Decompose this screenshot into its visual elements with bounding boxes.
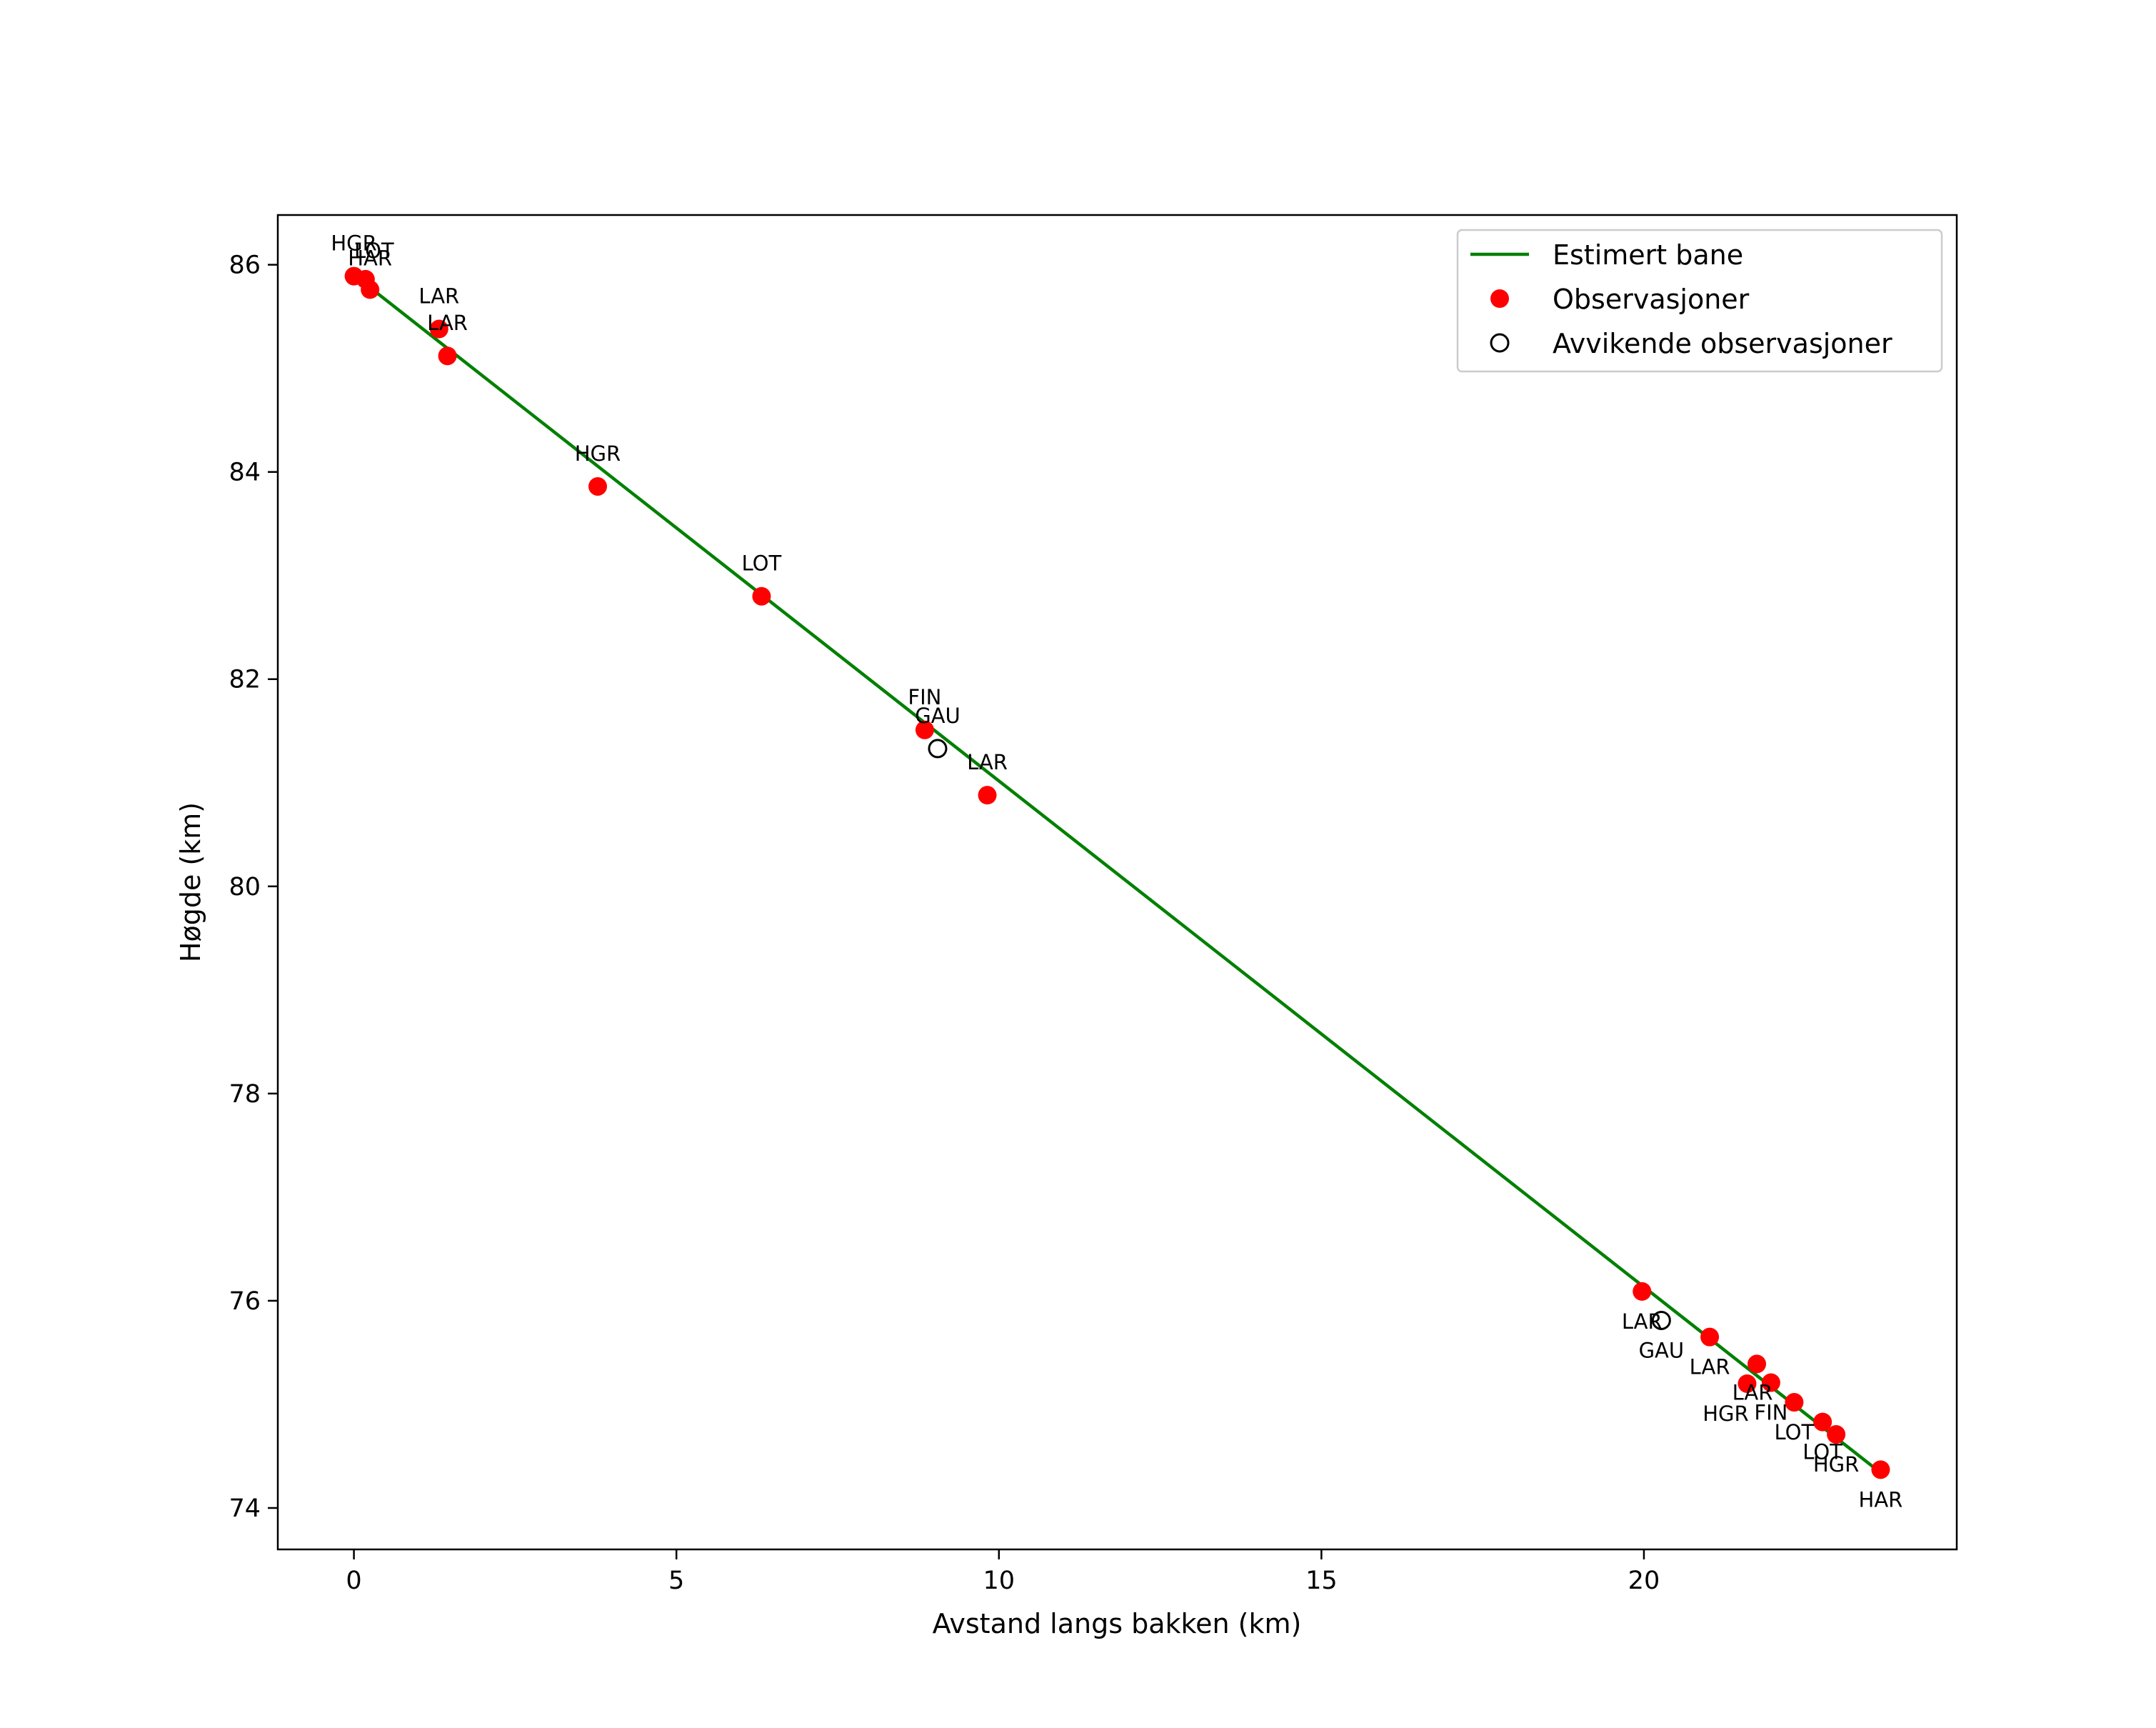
point-label: FIN <box>908 685 941 709</box>
observation-point <box>752 586 771 606</box>
x-tick-label: 15 <box>1305 1567 1338 1595</box>
y-tick-label: 84 <box>229 459 261 487</box>
observation-point <box>1827 1425 1846 1444</box>
legend: Estimert bane Observasjoner Avvikende ob… <box>1456 229 1943 373</box>
point-label: HGR <box>1703 1402 1748 1426</box>
point-label: LAR <box>1622 1309 1663 1334</box>
axes-frame <box>276 214 1958 1551</box>
y-tick-label: 74 <box>229 1494 261 1523</box>
observation-point <box>588 476 607 496</box>
observation-point <box>429 319 448 339</box>
point-label: LAR <box>427 311 468 335</box>
axis-ticks: 0 5 10 15 20 74 76 78 80 82 84 86 <box>229 251 1660 1595</box>
point-label: HAR <box>348 246 392 270</box>
legend-label-outliers: Avvikende observasjoner <box>1553 328 1892 359</box>
observation-point <box>1700 1327 1720 1347</box>
point-label: FIN <box>1754 1401 1788 1425</box>
observation-point <box>361 280 380 299</box>
legend-outlier-swatch <box>1490 333 1510 353</box>
point-label: HAR <box>1859 1487 1903 1512</box>
observation-point <box>1748 1354 1767 1374</box>
legend-label-line: Estimert bane <box>1553 239 1743 271</box>
point-label: LAR <box>967 750 1008 774</box>
y-tick-label: 78 <box>229 1080 261 1109</box>
point-label: HGR <box>1813 1452 1859 1477</box>
x-tick-label: 0 <box>346 1567 361 1595</box>
x-axis-label: Avstand langs bakken (km) <box>933 1608 1302 1639</box>
point-label: LOT <box>354 239 394 263</box>
x-tick-label: 10 <box>983 1567 1015 1595</box>
legend-label-observations: Observasjoner <box>1553 284 1750 315</box>
point-label: LOT <box>742 551 782 576</box>
observation-point <box>1738 1374 1757 1393</box>
legend-box <box>1456 229 1943 373</box>
observation-point <box>978 786 997 805</box>
x-tick-label: 5 <box>668 1567 684 1595</box>
y-tick-label: 76 <box>229 1287 261 1316</box>
point-label: LAR <box>418 284 459 309</box>
point-label: HGR <box>331 231 376 256</box>
legend-observation-swatch <box>1490 289 1509 308</box>
point-label: HGR <box>575 441 621 466</box>
y-tick-label: 80 <box>229 873 261 902</box>
point-label: LOT <box>1775 1420 1815 1444</box>
point-label: LAR <box>1733 1380 1773 1404</box>
observation-point <box>1813 1412 1832 1432</box>
observation-point <box>915 720 934 739</box>
observation-point <box>1871 1460 1890 1479</box>
point-label: GAU <box>1639 1338 1685 1362</box>
observation-point <box>1785 1393 1804 1412</box>
outlier-point <box>1651 1310 1671 1330</box>
observation-point <box>1761 1373 1780 1392</box>
observation-point <box>438 346 457 366</box>
point-label: LAR <box>1690 1355 1730 1379</box>
outlier-point <box>928 739 948 759</box>
y-tick-label: 82 <box>229 666 261 694</box>
point-label: GAU <box>915 704 961 728</box>
estimated-trajectory-line <box>368 286 1881 1473</box>
point-label: LOT <box>1802 1440 1842 1464</box>
y-tick-label: 86 <box>229 251 261 280</box>
y-axis-label: Høgde (km) <box>175 802 206 962</box>
x-tick-label: 20 <box>1628 1567 1660 1595</box>
observation-point <box>1633 1282 1652 1301</box>
